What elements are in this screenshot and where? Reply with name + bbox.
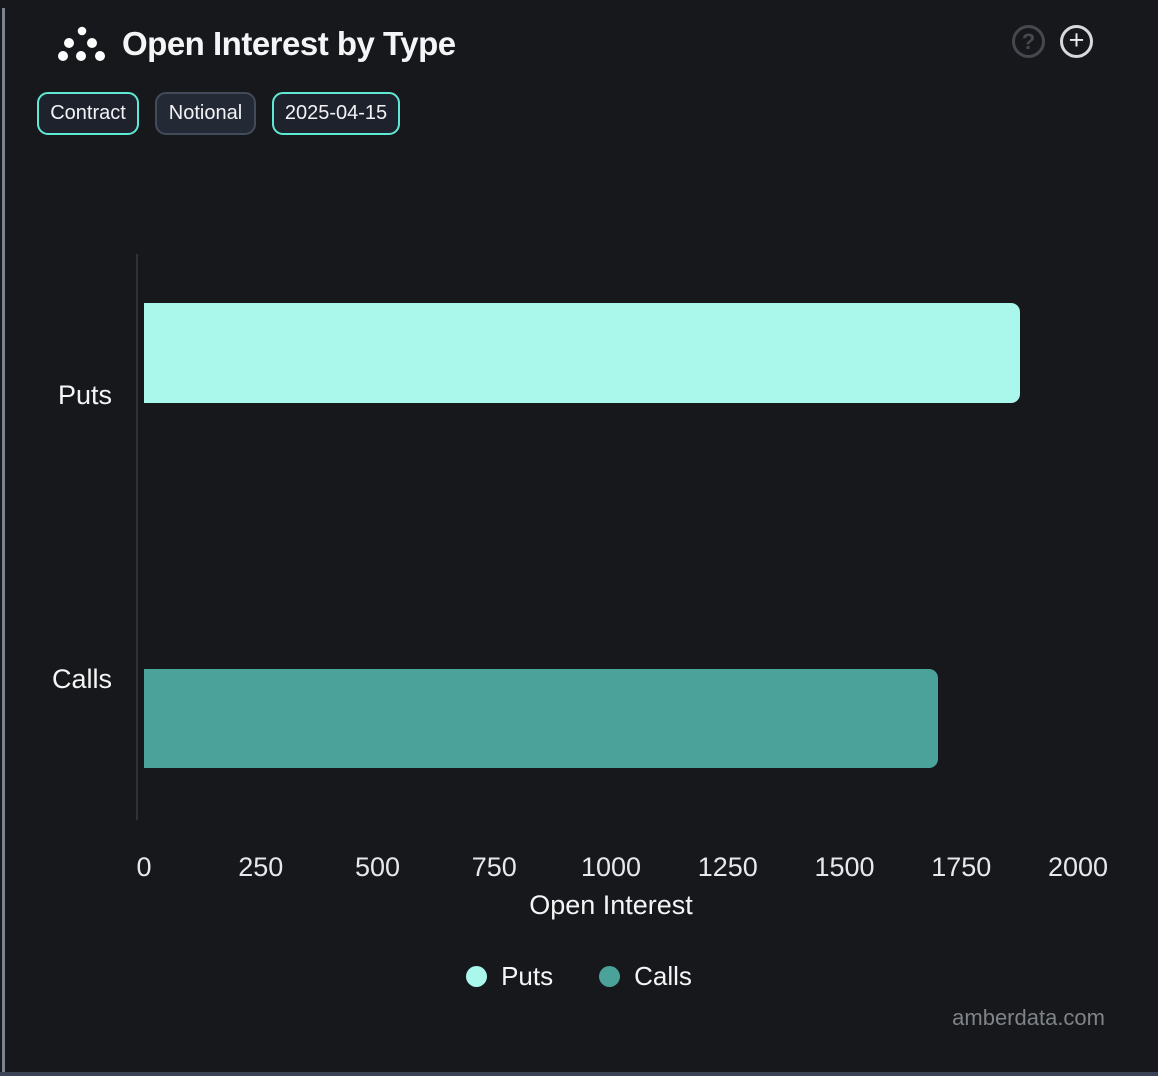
x-tick-label: 0 [136,852,152,882]
x-tick-label: 500 [354,852,401,882]
notional-toggle-button[interactable]: Notional [155,92,256,135]
legend-marker-puts-icon [466,965,488,987]
panel-left-border [2,8,5,1076]
y-axis-label-calls: Calls [51,664,112,694]
legend-marker-calls-icon [599,965,621,987]
plus-icon: + [1068,24,1085,55]
x-tick-label: 750 [471,852,517,882]
x-axis-ticks: 0 250 500 750 1000 1250 1500 1750 2000 [0,852,1158,884]
bottom-strip [0,1072,1158,1076]
legend-label-puts: Puts [501,960,554,991]
watermark: amberdata.com [952,1005,1105,1030]
question-mark-icon: ? [1021,28,1036,54]
chart-legend: Puts Calls [0,958,1158,994]
x-tick-label: 2000 [1047,852,1109,882]
amberdata-logo-icon [58,26,105,61]
x-tick-label: 1250 [697,852,758,882]
help-button[interactable]: ? [1012,25,1045,58]
bar-calls[interactable] [144,669,938,768]
bar-puts[interactable] [144,303,1020,403]
legend-item-calls[interactable]: Calls [599,961,692,992]
x-tick-label: 1000 [580,852,642,882]
add-button[interactable]: + [1060,25,1093,58]
x-tick-label: 1750 [931,852,992,882]
date-selector-button[interactable]: 2025-04-15 [272,92,400,135]
page-title: Open Interest by Type [122,25,456,62]
x-tick-label: 1500 [814,852,875,882]
y-axis-label-puts: Puts [57,380,112,410]
x-tick-label: 250 [238,852,284,882]
y-axis-line [136,254,138,820]
x-axis-title: Open Interest [529,890,693,920]
legend-item-puts[interactable]: Puts [466,961,553,992]
contract-toggle-button[interactable]: Contract [37,92,139,135]
legend-label-calls: Calls [634,960,692,991]
